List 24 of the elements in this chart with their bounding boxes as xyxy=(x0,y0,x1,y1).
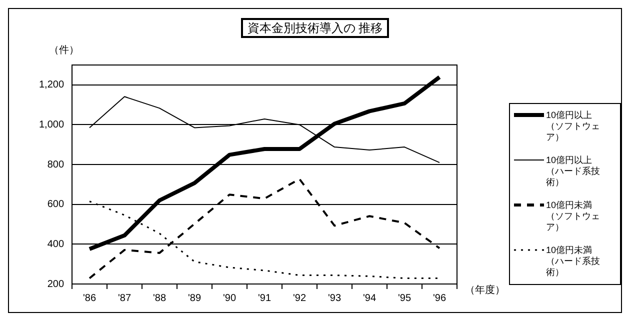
y-axis-title: （件） xyxy=(49,44,79,57)
y-tick-label: 1,000 xyxy=(38,119,64,130)
x-tick-label: '93 xyxy=(328,292,342,304)
y-tick-label: 1,200 xyxy=(38,80,64,91)
x-tick-label: '88 xyxy=(152,292,166,304)
x-tick-label: '95 xyxy=(398,292,412,304)
chart-title: 資本金別技術導入の 推移 xyxy=(241,18,389,38)
x-tick-label: '92 xyxy=(292,292,306,304)
legend-label: 10億円以上（ソフトウェア） xyxy=(546,110,601,143)
y-tick-label: 200 xyxy=(47,278,64,290)
legend-label: 10億円以上（ハード系技術） xyxy=(546,155,601,188)
legend-label: 10億円未満（ソフトウェア） xyxy=(546,200,601,233)
legend-label: 10億円未満（ハード系技術） xyxy=(546,245,601,278)
x-tick-label: '87 xyxy=(118,292,132,304)
x-axis-title: （年度） xyxy=(465,284,506,297)
x-tick-label: '90 xyxy=(222,292,236,304)
y-tick-label: 800 xyxy=(47,159,64,170)
y-tick-label: 600 xyxy=(47,199,64,210)
x-tick-label: '94 xyxy=(362,292,376,304)
x-tick-label: '86 xyxy=(83,292,96,304)
x-tick-label: '96 xyxy=(432,292,446,304)
y-tick-label: 400 xyxy=(47,238,64,250)
x-tick-label: '89 xyxy=(188,292,202,304)
x-tick-label: '91 xyxy=(258,292,272,304)
